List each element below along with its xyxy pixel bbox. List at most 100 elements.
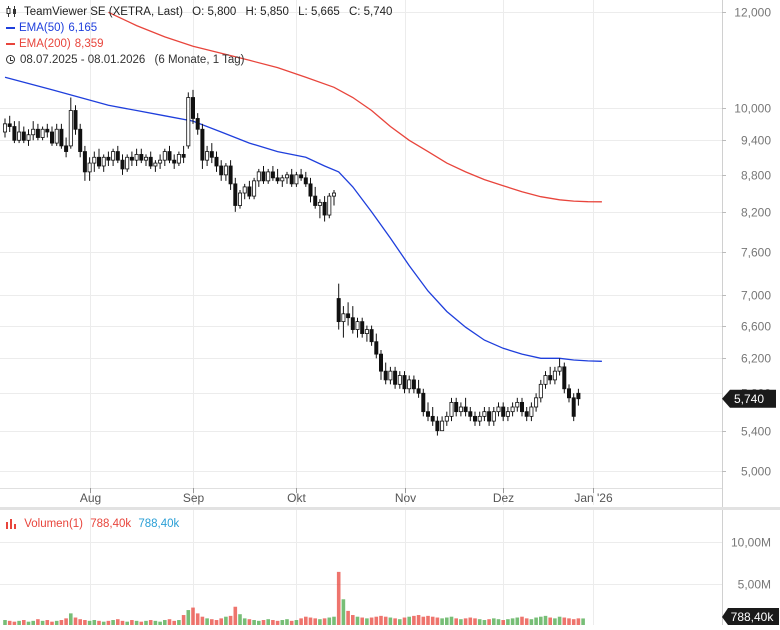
candle — [520, 397, 525, 417]
candle — [374, 333, 379, 359]
volume-bar — [148, 620, 153, 625]
candle — [364, 325, 369, 342]
volume-bar — [327, 617, 332, 625]
candle-body — [59, 128, 64, 147]
ohlc-high: H: 5,850 — [245, 6, 289, 18]
candle-body — [143, 156, 148, 161]
volume-bar — [553, 618, 557, 625]
volume-bar — [92, 620, 97, 625]
candle — [505, 407, 510, 422]
candle-body — [562, 366, 567, 390]
volume-bar — [195, 613, 200, 625]
ema50-line — [4, 76, 602, 362]
candle — [308, 177, 313, 203]
candle-body — [435, 420, 440, 432]
candle — [21, 126, 26, 144]
volume-bar — [120, 620, 125, 625]
candle — [252, 177, 257, 200]
volume-bar — [54, 620, 59, 625]
axis-background — [722, 0, 780, 625]
candle-body — [548, 375, 553, 381]
candle — [153, 160, 158, 172]
volume-bar — [285, 619, 289, 625]
candle-body — [261, 171, 266, 182]
volume-bar — [87, 620, 92, 625]
volume-bar — [351, 615, 355, 625]
candle-body — [341, 313, 346, 323]
candle — [59, 123, 64, 149]
candle-body — [228, 165, 233, 185]
candle-body — [552, 370, 557, 381]
candle — [172, 154, 177, 169]
candle-body — [134, 154, 139, 161]
volume-bar — [510, 618, 515, 625]
volume-bar — [17, 620, 21, 625]
current-volume-label: 788,40k — [731, 610, 775, 624]
candle-body — [571, 397, 576, 417]
candle-body — [430, 415, 435, 422]
volume-bar — [454, 618, 458, 625]
ema200-legend[interactable]: EMA(200) 8,359 — [6, 36, 104, 52]
candle-body — [275, 177, 280, 182]
volume-bar — [322, 618, 327, 625]
candle-body — [223, 165, 228, 176]
volume-bar — [304, 616, 308, 625]
candle — [200, 123, 205, 169]
current-price-label: 5,740 — [734, 392, 764, 406]
volume-bar — [482, 620, 487, 625]
candle-body — [21, 131, 26, 141]
ema50-value: 6,165 — [68, 22, 98, 34]
candle — [458, 402, 463, 417]
candle — [576, 388, 581, 406]
volume-bar — [106, 620, 111, 625]
candle-body — [256, 171, 261, 182]
candle — [176, 151, 181, 166]
candle-body — [538, 383, 543, 399]
volume-bar — [111, 620, 115, 625]
candle — [548, 366, 553, 385]
candle — [106, 151, 111, 166]
volume-bar — [134, 620, 139, 625]
candle — [407, 375, 412, 394]
candle — [327, 193, 332, 219]
volume-bar — [360, 617, 364, 625]
candle — [64, 137, 69, 158]
volume-bar — [78, 619, 82, 625]
candle-body — [200, 128, 205, 161]
candle-body — [299, 174, 304, 179]
volume-bar — [172, 620, 176, 625]
candle — [261, 165, 266, 184]
volume-legend[interactable]: Volumen(1) 788,40k 788,40k — [6, 516, 179, 532]
volume-bar — [529, 619, 534, 625]
candle — [538, 379, 543, 403]
panel-divider — [0, 507, 780, 510]
candle-body — [576, 392, 581, 400]
candle-body — [106, 156, 111, 161]
ema50-legend[interactable]: EMA(50) 6,165 — [6, 20, 97, 36]
candle — [266, 168, 271, 184]
candle — [331, 189, 336, 206]
candle-body — [45, 128, 50, 133]
volume-bar — [214, 620, 219, 625]
candle — [205, 145, 210, 166]
candle — [139, 148, 144, 164]
volume-bar — [252, 620, 256, 625]
candle — [247, 180, 252, 200]
volume-bar — [355, 616, 360, 625]
candle-body — [317, 201, 322, 206]
candle — [181, 145, 186, 164]
candle — [383, 362, 388, 385]
volume-bar — [393, 618, 397, 625]
volume-bars — [3, 571, 585, 625]
volume-bar — [398, 619, 402, 625]
time-tick-label: Dez — [493, 491, 514, 505]
candle-body — [195, 118, 200, 130]
price-tick-label: 5,400 — [741, 425, 771, 439]
candle-body — [181, 154, 186, 158]
candle — [275, 168, 280, 184]
time-tick-label: Okt — [287, 491, 306, 505]
ema50-label: EMA(50) — [19, 22, 65, 34]
volume-bar — [332, 616, 336, 625]
